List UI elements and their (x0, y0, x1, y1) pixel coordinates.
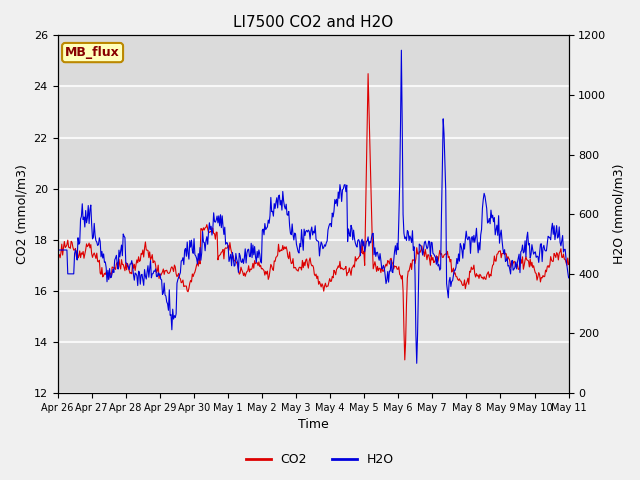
Bar (58, 342, 568, 393)
Legend: CO2, H2O: CO2, H2O (241, 448, 399, 471)
Bar (58, 36, 568, 86)
Title: LI7500 CO2 and H2O: LI7500 CO2 and H2O (233, 15, 393, 30)
Bar (58, 240, 568, 291)
Bar (58, 138, 568, 189)
Text: MB_flux: MB_flux (65, 46, 120, 59)
Y-axis label: H2O (mmol/m3): H2O (mmol/m3) (612, 164, 625, 264)
Y-axis label: CO2 (mmol/m3): CO2 (mmol/m3) (15, 164, 28, 264)
X-axis label: Time: Time (298, 419, 328, 432)
